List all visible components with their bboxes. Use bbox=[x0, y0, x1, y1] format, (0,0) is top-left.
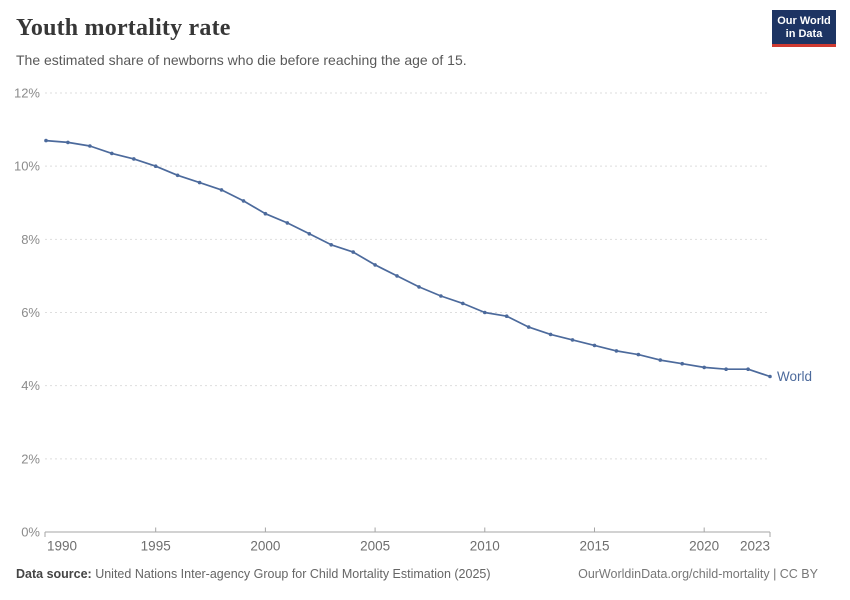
x-axis-tick-label: 1990 bbox=[47, 539, 77, 554]
data-point-marker bbox=[614, 349, 619, 353]
y-axis-tick-label: 6% bbox=[21, 305, 40, 320]
data-point-marker bbox=[329, 243, 334, 247]
x-axis-tick-label: 2000 bbox=[250, 539, 280, 554]
x-axis-tick-label: 2020 bbox=[689, 539, 719, 554]
data-point-marker bbox=[351, 250, 356, 254]
data-point-marker bbox=[153, 164, 158, 168]
data-point-marker bbox=[526, 325, 531, 329]
data-point-marker bbox=[439, 294, 443, 298]
attribution-link[interactable]: OurWorldinData.org/child-mortality | CC … bbox=[578, 567, 818, 581]
data-point-marker bbox=[66, 140, 70, 145]
owid-logo-line2: in Data bbox=[785, 28, 823, 40]
page-title: Youth mortality rate bbox=[16, 15, 231, 41]
x-axis-tick-label: 1995 bbox=[141, 539, 171, 554]
y-axis-tick-label: 4% bbox=[21, 378, 40, 393]
data-point-marker bbox=[219, 188, 224, 192]
y-axis-tick-label: 8% bbox=[21, 232, 40, 247]
y-axis-tick-label: 12% bbox=[14, 86, 40, 101]
data-point-marker bbox=[746, 367, 750, 372]
data-source-note: Data source: United Nations Inter-agency… bbox=[16, 567, 491, 581]
data-point-marker bbox=[263, 211, 268, 216]
data-point-marker bbox=[768, 374, 772, 379]
y-axis-tick-label: 2% bbox=[21, 451, 40, 466]
data-point-marker bbox=[417, 285, 421, 289]
x-axis-tick-label: 2005 bbox=[360, 539, 390, 554]
data-point-marker bbox=[44, 138, 48, 143]
y-axis-tick-label: 10% bbox=[14, 159, 40, 174]
data-point-marker bbox=[175, 173, 180, 178]
owid-logo-line1: Our World bbox=[777, 15, 831, 27]
data-point-marker bbox=[241, 199, 246, 203]
data-point-marker bbox=[132, 157, 136, 161]
data-point-marker bbox=[461, 301, 465, 306]
x-axis-tick-label: 2023 bbox=[740, 539, 770, 554]
data-source-text: United Nations Inter-agency Group for Ch… bbox=[91, 567, 491, 581]
data-point-marker bbox=[88, 144, 92, 148]
data-point-marker bbox=[307, 232, 312, 236]
data-point-marker bbox=[285, 221, 290, 225]
data-point-marker bbox=[592, 343, 597, 348]
data-point-marker bbox=[636, 352, 641, 357]
data-point-marker bbox=[570, 338, 575, 342]
data-point-marker bbox=[395, 274, 399, 278]
data-point-marker bbox=[548, 332, 553, 337]
data-point-marker bbox=[483, 310, 487, 315]
chart-subtitle: The estimated share of newborns who die … bbox=[16, 52, 467, 68]
data-point-marker bbox=[110, 151, 114, 156]
world-series-line bbox=[45, 139, 771, 378]
data-point-marker bbox=[658, 358, 663, 362]
data-point-marker bbox=[724, 367, 728, 372]
y-axis-tick-label: 0% bbox=[21, 525, 40, 540]
data-point-marker bbox=[680, 361, 684, 366]
owid-logo[interactable]: Our World in Data bbox=[772, 10, 836, 47]
data-source-label: Data source: bbox=[16, 567, 92, 581]
x-axis-tick-label: 2010 bbox=[470, 539, 500, 554]
series-end-label: World bbox=[777, 369, 812, 384]
data-point-marker bbox=[504, 314, 509, 319]
x-axis-tick-label: 2015 bbox=[579, 539, 609, 554]
data-point-marker bbox=[373, 263, 377, 267]
data-point-marker bbox=[197, 180, 202, 185]
data-point-marker bbox=[702, 365, 706, 370]
